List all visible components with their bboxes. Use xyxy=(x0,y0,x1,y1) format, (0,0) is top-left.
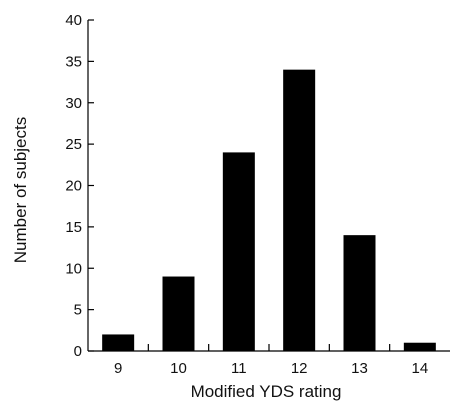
y-tick-label-15: 15 xyxy=(65,219,82,236)
y-tick-label-5: 5 xyxy=(74,302,82,319)
bar-10 xyxy=(162,276,195,351)
y-tick-label-0: 0 xyxy=(74,343,82,360)
bar-13 xyxy=(343,235,376,351)
bar-11 xyxy=(222,152,255,351)
y-tick-label-30: 30 xyxy=(65,95,82,112)
x-tick-label-13: 13 xyxy=(351,360,368,377)
bar-9 xyxy=(102,334,135,351)
x-axis-title: Modified YDS rating xyxy=(191,382,342,401)
y-tick-label-10: 10 xyxy=(65,260,82,277)
x-tick-label-10: 10 xyxy=(170,360,187,377)
plot-area: 0 5 10 15 20 25 30 35 40 9 10 11 12 13 14 xyxy=(65,12,450,377)
bar-14 xyxy=(403,342,436,351)
y-tick-label-40: 40 xyxy=(65,12,82,29)
y-tick-label-35: 35 xyxy=(65,53,82,70)
y-tick-label-20: 20 xyxy=(65,178,82,195)
x-tick-label-9: 9 xyxy=(114,360,122,377)
y-axis-title: Number of subjects xyxy=(11,117,30,263)
x-tick-label-12: 12 xyxy=(291,360,308,377)
y-tick-label-25: 25 xyxy=(65,136,82,153)
bar-12 xyxy=(283,69,316,352)
x-tick-label-14: 14 xyxy=(411,360,428,377)
x-tick-label-11: 11 xyxy=(231,360,247,377)
